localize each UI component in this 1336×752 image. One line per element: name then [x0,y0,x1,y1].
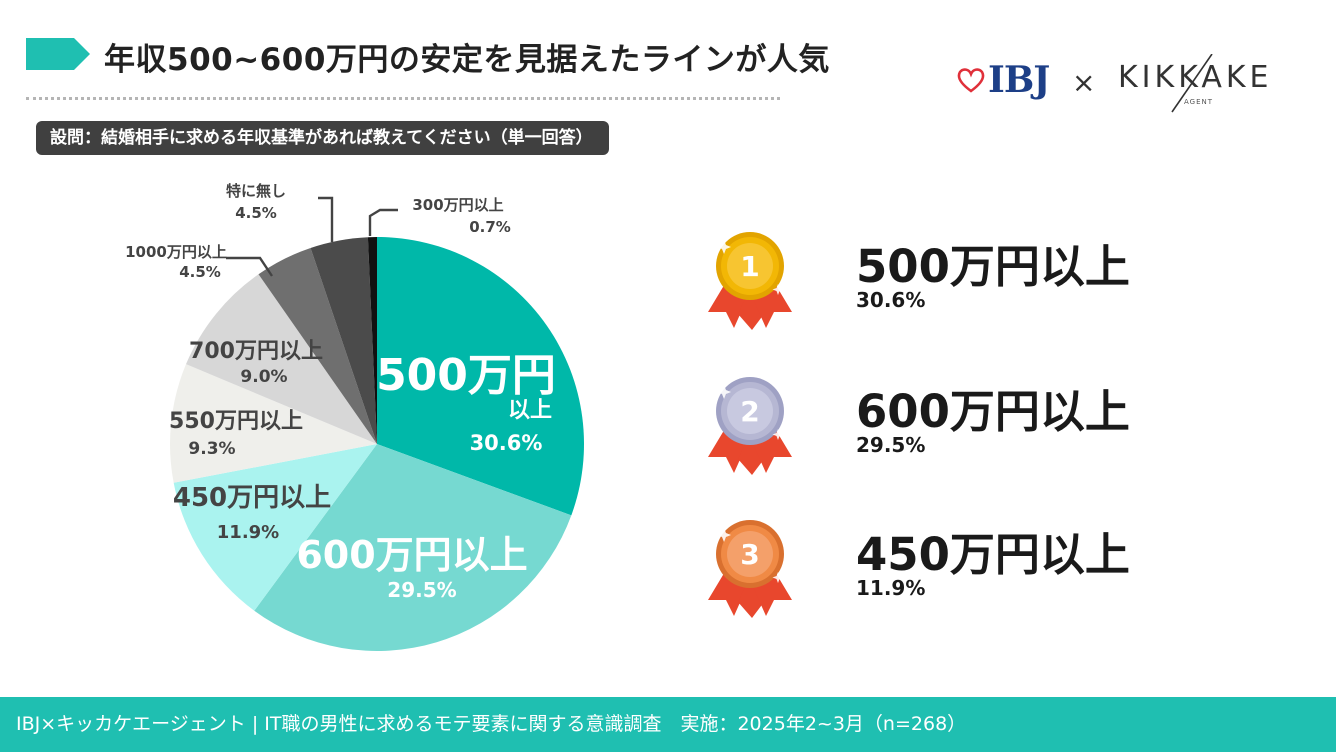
ranking-value-2: 29.5% [856,433,926,457]
medal-ribbon-mid [738,288,764,330]
pie-slice-1 [254,444,572,652]
sparkle-icon [717,240,731,254]
ranking-value-3: 11.9% [856,576,926,600]
logo-cross: × [1072,66,1096,99]
slice-label-none: 特に無し [226,182,286,200]
kikkake-logo: KIKKAKE AGENT [1118,54,1288,116]
heart-icon [957,68,985,93]
sparkle-icon [772,284,784,295]
slice-value-300: 0.7% [469,218,511,236]
slice-value-700: 9.0% [240,367,287,387]
silver-medal-icon: 2 [708,377,792,475]
slice-label-500: 500万円 [376,350,556,401]
medal-rank-number: 2 [740,395,759,428]
slice-label-500-main: 500万円 [376,350,556,401]
medal-rank-number: 1 [740,250,759,283]
pie-slice-6 [310,237,377,444]
medal-ribbon-mid [738,433,764,475]
kikkake-logo-sub: AGENT [1184,98,1214,106]
question-label: 設問：結婚相手に求める年収基準があれば教えてください（単一回答） [36,121,609,155]
ranking-item-1: 1 500万円以上 30.6% [704,230,1264,340]
medal-ribbon-mid [738,576,764,618]
ranking-item-2: 2 600万円以上 29.5% [704,375,1264,485]
footer-text: IBJ×キッカケエージェント | IT職の男性に求めるモテ要素に関する意識調査 … [16,713,967,735]
ranking-value-1: 30.6% [856,288,926,312]
leader-line-300 [368,208,398,236]
slice-label-700: 700万円以上 [189,339,323,364]
title-arrow-icon [26,38,90,70]
leader-line-1000 [226,256,273,277]
sparkle-icon [717,385,731,399]
slice-value-550: 9.3% [188,439,235,459]
kikkake-logo-text: KIKKAKE [1118,60,1273,95]
slice-label-600: 600万円以上 [296,533,527,577]
pie-slice-0 [377,237,585,516]
leader-line-none [318,196,334,242]
sparkle-icon [772,429,784,440]
bronze-medal-icon: 3 [708,520,792,618]
pie-chart: 500万円 以上 30.6% 600万円以上 29.5% 450万円以上 11.… [125,182,585,652]
ranking-item-3: 3 450万円以上 11.9% [704,518,1264,628]
footer-bar: IBJ×キッカケエージェント | IT職の男性に求めるモテ要素に関する意識調査 … [0,697,1336,752]
pie-slice-5 [258,247,377,444]
slice-value-1000: 4.5% [179,263,221,281]
medal-inner [727,243,773,289]
slice-value-450: 11.9% [217,522,279,543]
pie-slice-3 [170,364,377,483]
slice-label-450: 450万円以上 [173,483,331,513]
slice-value-500: 30.6% [470,431,543,455]
slice-value-none: 4.5% [235,204,277,222]
medal-inner [727,531,773,577]
slice-label-1000: 1000万円以上 [125,243,227,261]
slice-value-600: 29.5% [387,578,456,602]
kikkake-slash-icon [1171,54,1213,113]
ranking-label-2: 600万円以上 [856,385,1130,438]
pie-slice-4 [186,274,377,444]
pie-slice-2 [173,444,377,611]
gold-medal-icon: 1 [708,232,792,330]
ranking-label-3: 450万円以上 [856,528,1130,581]
medal-inner [727,388,773,434]
page-title: 年収500~600万円の安定を見据えたラインが人気 [104,42,830,78]
ranking-label-1: 500万円以上 [856,240,1130,293]
sparkle-icon [772,572,784,583]
slice-label-500-suffix: 以上 [508,398,552,423]
medal-rank-number: 3 [740,538,759,571]
pie-slice-7 [367,237,377,444]
slice-label-550: 550万円以上 [169,409,303,434]
slice-label-300: 300万円以上 [412,196,503,214]
ibj-logo: IBJ [956,52,1050,108]
sparkle-icon [717,528,731,542]
ibj-logo-text: IBJ [988,59,1050,101]
title-divider [26,97,780,100]
